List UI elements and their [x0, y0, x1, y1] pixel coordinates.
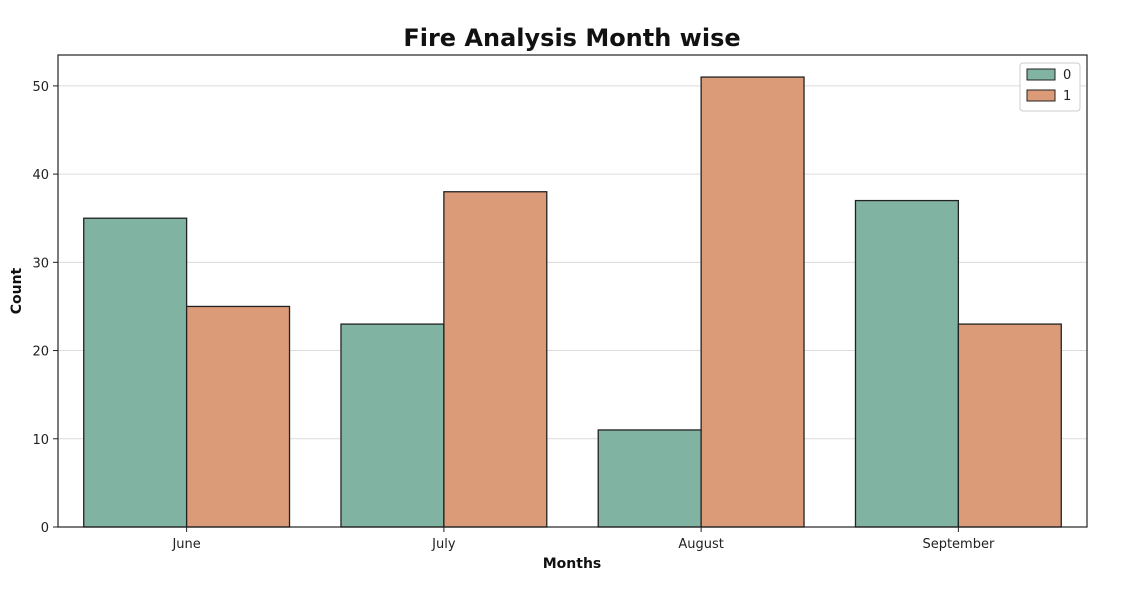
x-tick-label: September — [922, 537, 995, 552]
bar-august-series-0 — [597, 429, 702, 528]
y-tick-label: 50 — [32, 80, 49, 95]
x-tick-label: July — [431, 537, 456, 552]
bar-june-series-0 — [83, 217, 188, 528]
y-axis-ticks: 0 10 20 30 40 50 — [32, 80, 58, 536]
bars — [83, 76, 1062, 528]
y-tick-label: 20 — [32, 345, 49, 360]
legend-label-1: 1 — [1063, 89, 1071, 104]
y-axis-label: Count — [9, 267, 25, 314]
y-tick-label: 30 — [32, 256, 49, 271]
bar-august-series-1 — [700, 76, 805, 528]
bar-june-series-1 — [185, 305, 291, 528]
x-tick-label: June — [171, 537, 200, 552]
x-tick-label: August — [678, 537, 724, 552]
chart-title: Fire Analysis Month wise — [403, 24, 740, 52]
x-axis-label: Months — [543, 556, 602, 572]
x-axis-ticks: June July August September — [171, 527, 995, 552]
bar-july-series-0 — [340, 323, 445, 528]
legend: 01 — [1019, 62, 1081, 112]
legend-swatch-0 — [1026, 68, 1056, 81]
bar-september-series-1 — [957, 323, 1062, 528]
legend-swatch-1 — [1026, 89, 1056, 102]
legend-label-0: 0 — [1063, 68, 1071, 83]
y-tick-label: 10 — [32, 433, 49, 448]
y-tick-label: 0 — [41, 521, 49, 536]
plot-frame — [57, 54, 1088, 528]
y-tick-label: 40 — [32, 168, 49, 183]
bar-september-series-0 — [854, 199, 960, 528]
bar-july-series-1 — [443, 191, 548, 528]
